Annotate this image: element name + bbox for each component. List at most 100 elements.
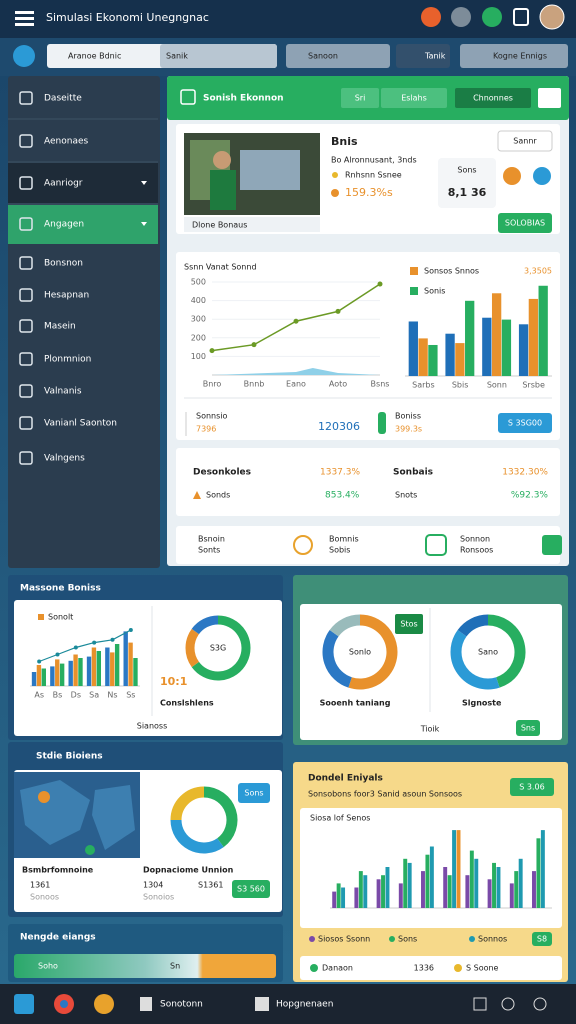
menu-item[interactable]: Aanriogr <box>44 179 83 189</box>
menu-item[interactable]: Plonmnion <box>44 355 91 365</box>
badge-text: Stos <box>400 620 417 629</box>
icon[interactable] <box>425 534 447 556</box>
chevron <box>141 222 147 226</box>
bar-text: Soho <box>38 962 58 971</box>
button[interactable] <box>498 413 552 433</box>
button[interactable] <box>455 88 531 108</box>
legend-swatch <box>38 614 44 620</box>
menu-icon <box>19 352 33 366</box>
donut-center: Sonlo <box>349 648 371 657</box>
menu-icon <box>19 288 33 302</box>
legend-swatch <box>309 936 315 942</box>
value: 7396 <box>196 425 216 434</box>
menu-item[interactable]: Aenonaes <box>44 137 89 147</box>
x-tick-label: Sarbs <box>412 381 435 390</box>
tab[interactable] <box>396 44 450 68</box>
button-text: Chnonnes <box>473 94 513 103</box>
bar <box>429 846 434 908</box>
button[interactable] <box>516 720 540 736</box>
button[interactable] <box>532 932 552 946</box>
action-sub: Sonts <box>198 546 220 555</box>
menu-item[interactable]: Angagen <box>44 220 84 230</box>
label: Sonnsio <box>196 412 228 421</box>
badge <box>510 778 554 796</box>
menu-item[interactable]: Daseitte <box>44 94 82 104</box>
text: Bo Alronnusant, 3nds <box>331 156 417 165</box>
value: 399.3s <box>395 425 422 434</box>
task-label[interactable]: Hopgnenaen <box>276 1000 333 1010</box>
donut-segment <box>191 615 219 635</box>
menu-item[interactable]: Hesapnan <box>44 291 89 301</box>
menu-item[interactable]: Masein <box>44 322 76 332</box>
bar <box>514 871 519 908</box>
menu-item[interactable]: Vanianl Saonton <box>44 419 117 429</box>
column-title: Bsmbrfomnoine <box>22 866 94 875</box>
icon[interactable] <box>482 7 502 27</box>
value: 1304 <box>143 881 163 890</box>
bar <box>421 871 425 908</box>
x-tick-label: Bnro <box>203 380 222 389</box>
bar <box>455 343 465 376</box>
filter[interactable] <box>286 44 390 68</box>
panel-title: Massone Boniss <box>20 584 101 594</box>
indicator <box>378 412 386 434</box>
donut-segment <box>185 628 200 668</box>
bar <box>482 317 492 376</box>
y-tick-label: 500 <box>191 278 206 287</box>
point <box>251 342 257 348</box>
point <box>55 652 60 657</box>
trend-card <box>176 252 560 440</box>
task-label[interactable]: Sonotonn <box>160 1000 203 1010</box>
point <box>73 645 78 650</box>
bar <box>518 858 523 908</box>
button[interactable] <box>538 88 561 108</box>
menu-item[interactable]: Valnanis <box>44 387 82 397</box>
icon[interactable] <box>421 7 441 27</box>
button[interactable] <box>460 44 568 68</box>
bar <box>469 850 474 908</box>
stat-label: Snots <box>395 491 417 500</box>
legend-text: Sonolt <box>48 613 73 622</box>
bar <box>50 666 55 686</box>
button[interactable] <box>341 88 379 108</box>
bar <box>491 293 502 376</box>
menu-item[interactable]: Valngens <box>44 454 85 464</box>
button-text: Sri <box>355 94 366 103</box>
icon[interactable] <box>293 535 313 555</box>
app-icon <box>255 997 269 1011</box>
search-field[interactable] <box>160 44 277 68</box>
navigation-bar[interactable] <box>14 954 276 978</box>
tray-icon <box>533 997 547 1011</box>
legend-swatch <box>469 936 475 942</box>
menu-icon <box>19 256 33 270</box>
bar <box>128 642 133 686</box>
badge[interactable] <box>497 130 553 152</box>
menu-item[interactable]: Bonsnon <box>44 259 83 269</box>
photo <box>213 151 231 169</box>
x-tick-label: As <box>34 691 44 700</box>
footer-text: S Soone <box>466 964 499 973</box>
x-tick-label: Sbis <box>452 381 469 390</box>
app-icon[interactable] <box>94 994 114 1014</box>
start-button[interactable] <box>14 994 34 1014</box>
footer: Tioik <box>420 725 440 734</box>
button[interactable] <box>498 213 552 233</box>
icon[interactable] <box>451 7 471 27</box>
button[interactable] <box>232 880 270 898</box>
point <box>293 318 299 324</box>
legend-text: Siosos Ssonn <box>318 935 370 944</box>
bar <box>41 668 46 686</box>
menu-icon <box>19 134 33 148</box>
button[interactable] <box>381 88 447 108</box>
panel-title: Stdie Bioiens <box>36 752 103 762</box>
bar <box>36 665 42 686</box>
avatar[interactable] <box>539 4 565 30</box>
bar <box>540 830 545 908</box>
button[interactable] <box>542 535 562 555</box>
bar <box>341 887 346 908</box>
panel-title: Dondel Eniyals <box>308 774 383 784</box>
bar <box>443 867 448 908</box>
icon[interactable] <box>513 8 529 26</box>
